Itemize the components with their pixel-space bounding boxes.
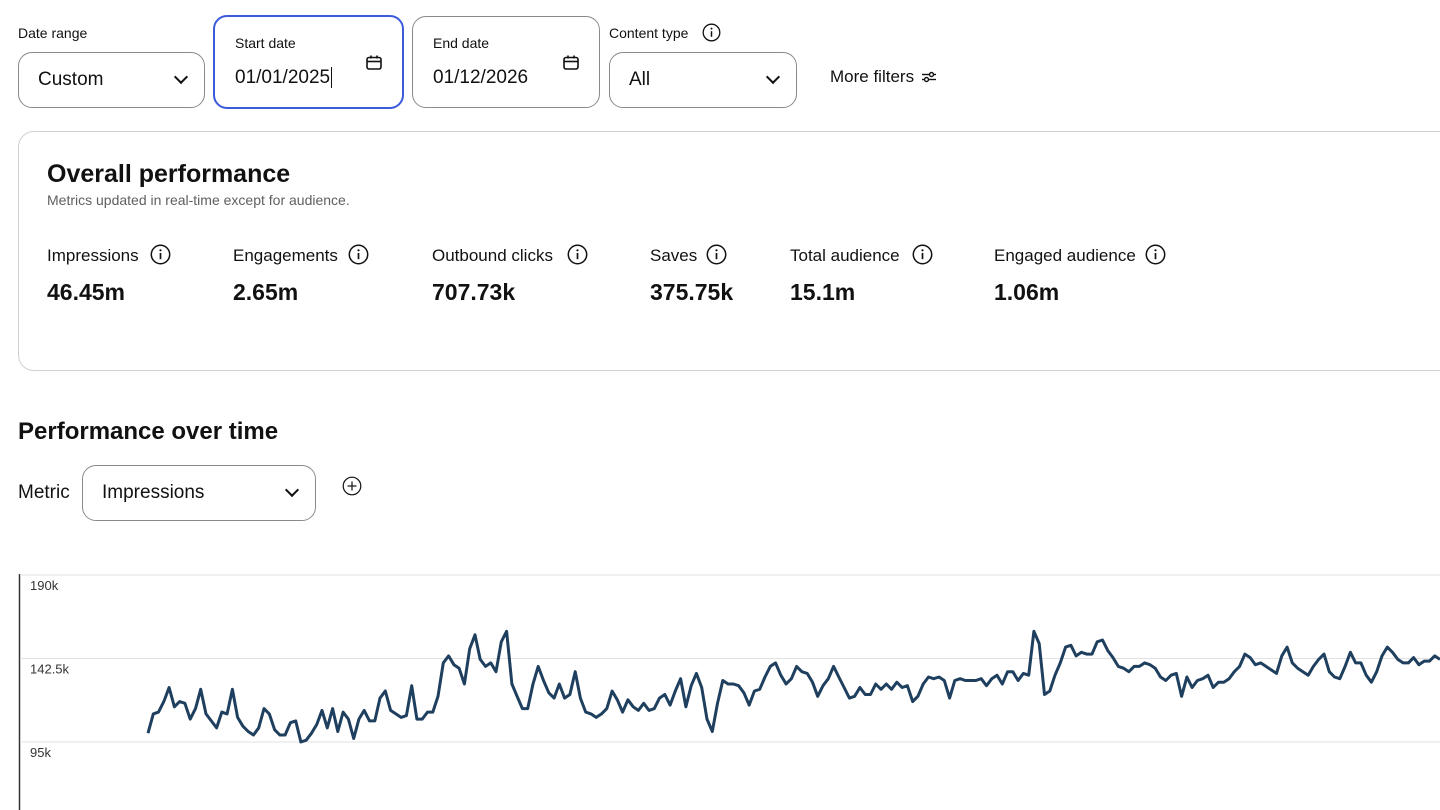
more-filters-button[interactable]: More filters (830, 67, 937, 87)
content-type-select[interactable]: All (609, 52, 797, 108)
metric-label: Engagements (233, 246, 338, 265)
text-cursor (331, 67, 333, 89)
date-range-select[interactable]: Custom (18, 52, 205, 108)
end-date-field[interactable]: End date 01/12/2026 (412, 16, 600, 108)
info-icon[interactable] (706, 244, 727, 265)
calendar-icon[interactable] (366, 55, 382, 70)
calendar-icon[interactable] (563, 55, 579, 70)
overall-performance-card: Overall performance Metrics updated in r… (18, 131, 1440, 371)
add-metric-icon[interactable] (342, 476, 362, 496)
metric-label: Impressions (47, 246, 139, 265)
metric-value: 1.06m (994, 279, 1060, 305)
metric-label: Engaged audience (994, 246, 1136, 265)
metric-label: Saves (650, 246, 698, 265)
content-type-label: Content type (609, 25, 689, 41)
start-date-input[interactable]: 01/01/2025 (235, 67, 333, 89)
metric-label: Outbound clicks (432, 246, 553, 265)
metric-select[interactable]: Impressions (82, 465, 316, 521)
date-range-label: Date range (18, 25, 88, 41)
start-date-field[interactable]: Start date 01/01/2025 (213, 15, 404, 109)
info-icon[interactable] (702, 23, 721, 42)
y-tick-label: 142.5k (30, 662, 70, 677)
start-date-value: 01/01/2025 (235, 67, 331, 88)
end-date-label: End date (433, 35, 490, 51)
metric-value: 707.73k (432, 279, 516, 305)
metric-value: 15.1m (790, 279, 856, 305)
metric-value: 46.45m (47, 279, 126, 305)
overall-performance-title: Overall performance (47, 160, 291, 188)
chevron-down-icon (284, 482, 300, 498)
impressions-line-chart: 190k 142.5k 95k (18, 574, 1440, 810)
chevron-down-icon (765, 69, 781, 85)
y-tick-label: 95k (30, 745, 51, 760)
metric-select-value: Impressions (102, 482, 205, 503)
info-icon[interactable] (912, 244, 933, 265)
start-date-label: Start date (235, 35, 296, 51)
info-icon[interactable] (1145, 244, 1166, 265)
impressions-series-line (146, 629, 1440, 744)
sliders-icon (922, 71, 937, 83)
info-icon[interactable] (348, 244, 369, 265)
more-filters-label: More filters (830, 67, 915, 86)
metric-label: Metric (18, 482, 70, 503)
performance-over-time-title: Performance over time (18, 418, 279, 445)
info-icon[interactable] (150, 244, 171, 265)
chevron-down-icon (173, 69, 189, 85)
metric-value: 2.65m (233, 279, 299, 305)
y-tick-label: 190k (30, 578, 59, 593)
metric-label: Total audience (790, 246, 900, 265)
end-date-input[interactable]: 01/12/2026 (433, 67, 529, 88)
overall-performance-subtitle: Metrics updated in real-time except for … (47, 192, 350, 208)
info-icon[interactable] (567, 244, 588, 265)
date-range-value: Custom (38, 69, 104, 90)
metric-value: 375.75k (650, 279, 734, 305)
content-type-value: All (629, 69, 651, 90)
